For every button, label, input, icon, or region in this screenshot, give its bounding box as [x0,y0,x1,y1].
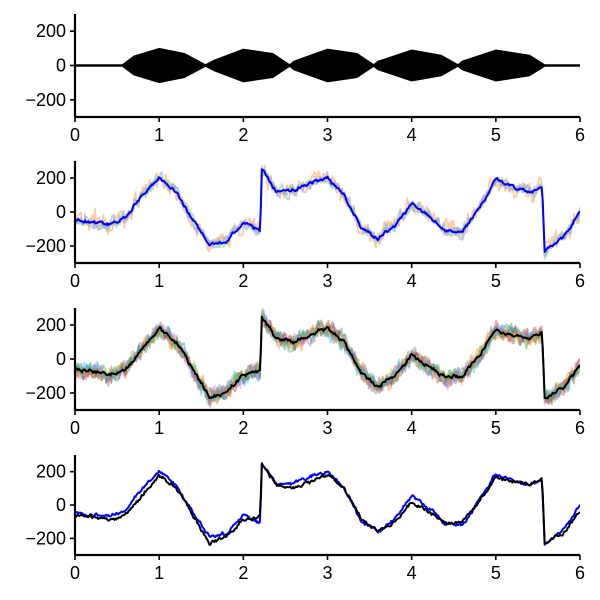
x-tick-label: 5 [491,418,501,438]
x-tick-label: 4 [407,271,417,291]
plot-area [75,164,580,260]
x-tick-label: 5 [491,563,501,583]
y-tick-label: 0 [56,349,66,369]
x-tick-label: 3 [322,418,332,438]
y-tick-label: 200 [36,315,66,335]
x-tick-label: 6 [575,418,585,438]
series-trial-line [75,316,580,408]
x-tick-label: 5 [491,271,501,291]
series-trial-line [75,309,580,405]
x-tick-label: 1 [154,125,164,145]
x-tick-label: 3 [322,563,332,583]
y-tick-label: −200 [25,236,66,256]
plot-area [75,462,580,546]
plot-area [75,47,580,84]
x-tick-label: 3 [322,271,332,291]
x-tick-label: 4 [407,125,417,145]
x-tick-label: 2 [238,271,248,291]
y-tick-label: −200 [25,90,66,110]
x-tick-label: 2 [238,418,248,438]
x-tick-label: 2 [238,563,248,583]
x-tick-label: 5 [491,125,501,145]
x-tick-label: 1 [154,563,164,583]
x-tick-label: 6 [575,271,585,291]
x-tick-label: 4 [407,563,417,583]
x-tick-label: 1 [154,271,164,291]
series-black-line [75,462,580,546]
plot-area [75,308,580,408]
y-tick-label: 0 [56,202,66,222]
x-tick-label: 3 [322,125,332,145]
y-tick-label: 200 [36,168,66,188]
y-tick-label: −200 [25,383,66,403]
x-tick-label: 2 [238,125,248,145]
x-tick-label: 6 [575,125,585,145]
y-tick-label: 200 [36,462,66,482]
y-tick-label: 200 [36,21,66,41]
y-tick-label: 0 [56,495,66,515]
x-tick-label: 1 [154,418,164,438]
x-tick-label: 0 [70,418,80,438]
x-tick-label: 6 [575,563,585,583]
y-tick-label: −200 [25,528,66,548]
y-tick-label: 0 [56,56,66,76]
series-trial-line [75,315,580,406]
series-mean-line [75,315,580,400]
x-tick-label: 4 [407,418,417,438]
series-blue-line [75,462,580,546]
x-tick-label: 0 [70,563,80,583]
x-tick-label: 0 [70,125,80,145]
series-mean-line [75,168,580,254]
x-tick-label: 0 [70,271,80,291]
